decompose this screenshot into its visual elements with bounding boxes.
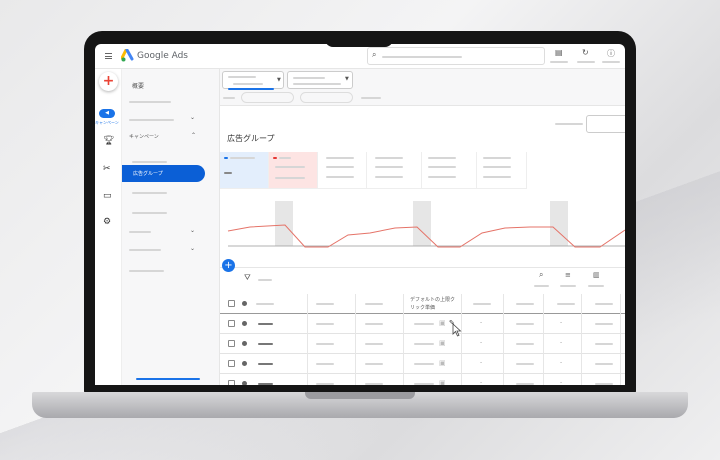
- create-button[interactable]: +: [99, 72, 118, 91]
- mouse-cursor-icon: [452, 323, 462, 337]
- row-checkbox[interactable]: [228, 320, 235, 327]
- select-all-checkbox[interactable]: [228, 300, 235, 307]
- page-title: 広告グループ: [227, 134, 275, 143]
- chevron-down-icon[interactable]: ⌄: [190, 114, 196, 121]
- bid-strategy-icon: ▣: [439, 359, 446, 367]
- change-value: -: [560, 339, 563, 346]
- trend-line: [227, 224, 625, 248]
- chevron-down-icon[interactable]: ⌄: [190, 245, 196, 252]
- row-checkbox[interactable]: [228, 380, 235, 385]
- account-selector[interactable]: ▼: [222, 71, 284, 90]
- table-row[interactable]: ▣ - -: [220, 374, 625, 385]
- settings-icon[interactable]: ⚙: [103, 217, 112, 227]
- table-row[interactable]: ▣ - -: [220, 334, 625, 354]
- nav-panel: 概要 ⌄ キャンペーン ⌃ 広告グループ ⌄ ⌄: [122, 69, 220, 385]
- nav-item-ad-groups[interactable]: 広告グループ: [122, 165, 205, 182]
- campaigns-rail-label: キャンペーン: [95, 120, 119, 125]
- search-icon: ⌕: [372, 50, 377, 59]
- filter-icon[interactable]: ⛛: [244, 273, 251, 282]
- google-ads-logo-icon: [121, 49, 134, 62]
- change-value: -: [560, 359, 563, 366]
- status-dot: [242, 321, 247, 326]
- columns-icon[interactable]: ▥: [593, 271, 600, 279]
- metric-card[interactable]: [477, 152, 527, 189]
- reports-icon[interactable]: ▤: [555, 48, 563, 57]
- left-rail: + ◀ キャンペーン 🏆︎ ✂ ▭ ⚙ ▯: [95, 69, 132, 385]
- metric-card[interactable]: [367, 152, 422, 189]
- chart-weekend-band: [275, 201, 293, 246]
- chart-weekend-band: [413, 201, 431, 246]
- metric-card[interactable]: [422, 152, 477, 189]
- change-value: -: [480, 339, 483, 346]
- change-value: -: [480, 359, 483, 366]
- chevron-up-icon[interactable]: ⌃: [191, 132, 197, 139]
- status-dot: [242, 381, 247, 385]
- main-content: ▼ ▼ 広告グループ + ⛛ ⌕ ≡ ▥ デフォルトの上限クリック単: [220, 69, 625, 385]
- bid-strategy-icon: ▣: [439, 319, 446, 327]
- metric-card[interactable]: [318, 152, 367, 189]
- search-table-icon[interactable]: ⌕: [539, 270, 544, 279]
- edit-icon[interactable]: ✎: [449, 319, 455, 327]
- nav-item-overview[interactable]: 概要: [132, 83, 145, 90]
- campaigns-rail-button[interactable]: ◀: [99, 109, 115, 118]
- bid-strategy-icon: ▣: [439, 379, 446, 385]
- status-dot: [242, 341, 247, 346]
- trend-chart: [227, 201, 625, 248]
- screen: Google Ads ⌕ ▤ ↻ ⓘ + ◀ キャンペーン 🏆︎ ✂ ▭ ⚙ ▯…: [95, 44, 625, 385]
- change-value: -: [560, 319, 563, 326]
- change-value: -: [560, 379, 563, 385]
- bid-column-header[interactable]: デフォルトの上限クリック単価: [410, 297, 456, 311]
- row-checkbox[interactable]: [228, 340, 235, 347]
- metric-card[interactable]: [220, 152, 269, 189]
- filter-chip[interactable]: [241, 92, 294, 103]
- app-name: Google Ads: [137, 51, 188, 61]
- goals-icon[interactable]: 🏆︎: [103, 136, 115, 146]
- nav-item-campaigns[interactable]: キャンペーン: [129, 134, 159, 140]
- nav-item-ad-groups-label: 広告グループ: [133, 171, 163, 177]
- refresh-icon[interactable]: ↻: [582, 48, 589, 57]
- row-checkbox[interactable]: [228, 360, 235, 367]
- top-bar: Google Ads ⌕ ▤ ↻ ⓘ: [95, 44, 625, 69]
- camera-notch: [325, 31, 393, 47]
- table-header: デフォルトの上限クリック単価: [220, 294, 625, 314]
- table-row[interactable]: ▣ - -: [220, 354, 625, 374]
- metric-card[interactable]: [269, 152, 318, 189]
- billing-icon[interactable]: ▭: [103, 191, 112, 201]
- table-row[interactable]: ▣ - -: [220, 314, 625, 334]
- campaign-selector[interactable]: ▼: [287, 71, 353, 89]
- filter-chip[interactable]: [300, 92, 353, 103]
- laptop-groove: [305, 392, 415, 399]
- status-dot: [242, 361, 247, 366]
- chart-weekend-band: [550, 201, 568, 246]
- bid-strategy-icon: ▣: [439, 339, 446, 347]
- change-value: -: [480, 319, 483, 326]
- date-range-selector[interactable]: [586, 115, 625, 133]
- help-icon[interactable]: ⓘ: [607, 49, 615, 58]
- search-input[interactable]: ⌕: [367, 47, 545, 65]
- menu-icon[interactable]: [105, 53, 112, 59]
- tools-icon[interactable]: ✂: [103, 164, 111, 174]
- add-button[interactable]: +: [222, 259, 235, 272]
- segment-icon[interactable]: ≡: [565, 271, 571, 279]
- change-value: -: [480, 379, 483, 385]
- chevron-down-icon[interactable]: ⌄: [190, 227, 196, 234]
